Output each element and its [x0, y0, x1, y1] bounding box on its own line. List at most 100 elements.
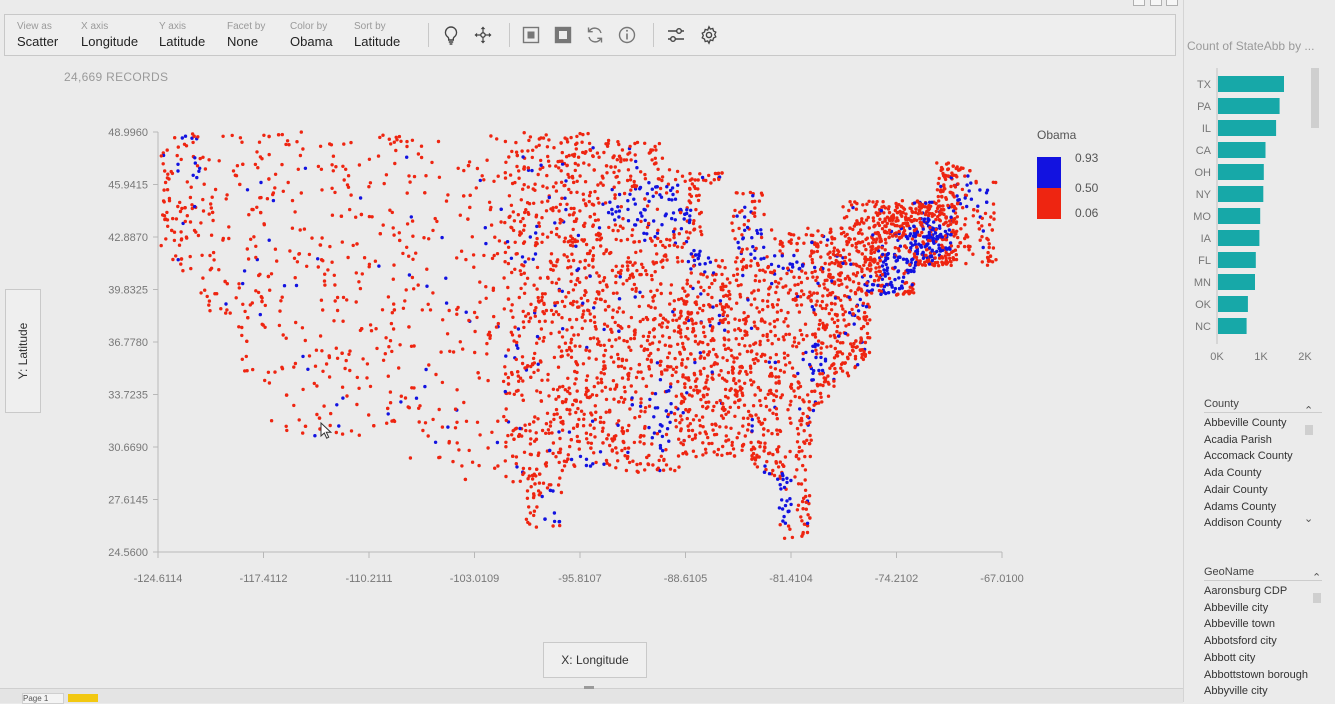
sliders-icon[interactable]	[666, 25, 686, 45]
lightbulb-icon[interactable]	[441, 25, 461, 45]
gear-icon[interactable]	[699, 25, 719, 45]
bar-chart-scrollbar[interactable]	[1311, 68, 1319, 128]
scatter-point	[178, 200, 182, 205]
bar[interactable]	[1218, 318, 1247, 334]
geoname-item[interactable]: Abbottstown borough	[1204, 668, 1308, 681]
scatter-point	[734, 278, 739, 282]
scatter-point	[522, 131, 526, 135]
select-fill-icon[interactable]	[553, 25, 573, 45]
scatter-point	[382, 181, 386, 186]
bar[interactable]	[1218, 296, 1248, 312]
geoname-item[interactable]: Aaronsburg CDP	[1204, 585, 1288, 597]
scatter-point	[885, 268, 889, 273]
scatter-point	[253, 162, 258, 167]
scatter-point	[899, 204, 904, 209]
window-control-icon[interactable]	[1150, 0, 1162, 6]
county-item[interactable]: Adair County	[1204, 483, 1268, 496]
info-icon[interactable]	[617, 25, 637, 45]
chevron-down-icon[interactable]: ⌄	[1304, 513, 1314, 525]
bar[interactable]	[1218, 142, 1266, 158]
resize-handle[interactable]	[584, 686, 594, 689]
county-item[interactable]: Abbeville County	[1204, 417, 1287, 429]
sort-by-field[interactable]: Sort by Latitude	[354, 21, 400, 51]
scatter-point	[760, 421, 765, 425]
x-axis-field[interactable]: X axis Longitude	[81, 21, 138, 51]
scatter-point	[579, 409, 584, 413]
view-as-field[interactable]: View as Scatter	[17, 21, 58, 51]
geoname-item[interactable]: Abbeville city	[1204, 601, 1269, 614]
scatter-point	[685, 278, 689, 282]
scatter-point	[797, 236, 801, 240]
scatter-point	[872, 279, 877, 283]
scatter-point	[860, 217, 864, 221]
bar[interactable]	[1218, 186, 1264, 202]
scatter-point	[954, 257, 959, 262]
scatter-point	[330, 260, 334, 264]
scatter-point	[775, 447, 779, 452]
window-control-icon[interactable]	[1133, 0, 1145, 6]
y-axis-field[interactable]: Y axis Latitude	[159, 21, 205, 51]
scatter-point	[541, 481, 546, 485]
scatter-point	[200, 253, 204, 257]
scatter-point	[860, 267, 864, 271]
bar[interactable]	[1218, 274, 1255, 290]
scatter-point	[723, 337, 727, 342]
x-axis-button[interactable]: X: Longitude	[543, 642, 647, 678]
scatter-point	[650, 277, 654, 282]
geoname-item[interactable]: Abbeville town	[1204, 618, 1275, 631]
scatter-point	[595, 376, 599, 380]
scatter-point	[814, 401, 818, 406]
plot-points[interactable]	[159, 130, 998, 540]
scatter-point	[710, 370, 714, 374]
county-item[interactable]: Acadia Parish	[1204, 433, 1272, 446]
county-item[interactable]: Accomack County	[1204, 450, 1293, 463]
bar[interactable]	[1218, 76, 1284, 92]
move-icon[interactable]	[473, 25, 493, 45]
bar[interactable]	[1218, 230, 1260, 246]
bar[interactable]	[1218, 208, 1261, 224]
window-control-icon[interactable]	[1166, 0, 1178, 6]
scatter-point	[987, 223, 992, 227]
scatter-point	[195, 164, 200, 168]
select-rect-icon[interactable]	[521, 25, 541, 45]
y-axis-button[interactable]: Y: Latitude	[5, 289, 41, 413]
scatter-point	[554, 205, 558, 209]
chevron-up-icon[interactable]: ⌃	[1312, 572, 1322, 584]
scatter-point	[502, 276, 506, 280]
scatter-point	[721, 444, 725, 449]
county-item[interactable]: Adams County	[1204, 500, 1277, 513]
scatter-point	[680, 418, 684, 422]
geoname-item[interactable]: Abbott city	[1204, 651, 1256, 664]
geoname-item[interactable]: Abbyville city	[1204, 685, 1268, 698]
bar[interactable]	[1218, 164, 1264, 180]
bar[interactable]	[1218, 252, 1256, 268]
scatter-point	[293, 361, 298, 366]
scatter-point	[807, 400, 811, 404]
bar[interactable]	[1218, 120, 1277, 136]
add-page-tab[interactable]	[68, 694, 98, 702]
scatter-point	[349, 193, 353, 197]
scatter-point	[205, 294, 209, 299]
county-item[interactable]: Ada County	[1204, 467, 1262, 480]
scatter-point	[494, 325, 499, 329]
color-by-field[interactable]: Color by Obama	[290, 21, 333, 51]
county-item[interactable]: Addison County	[1204, 517, 1282, 530]
geoname-scrollbar[interactable]	[1313, 593, 1321, 603]
page-tab[interactable]: Page 1	[22, 693, 64, 704]
scatter-point	[687, 408, 692, 412]
scatter-point	[699, 285, 703, 289]
scatter-point	[902, 207, 907, 211]
geoname-item[interactable]: Abbotsford city	[1204, 635, 1277, 648]
scatter-plot[interactable]: 48.996045.941542.887039.832536.778033.72…	[0, 0, 1180, 690]
county-scrollbar[interactable]	[1305, 425, 1313, 435]
scatter-point	[679, 335, 683, 339]
scatter-point	[756, 416, 760, 420]
refresh-icon[interactable]	[585, 25, 605, 45]
scatter-point	[865, 202, 869, 206]
scatter-point	[677, 232, 681, 236]
scatter-point	[839, 298, 843, 302]
bar[interactable]	[1218, 98, 1280, 114]
chevron-up-icon[interactable]: ⌃	[1304, 405, 1314, 417]
facet-by-field[interactable]: Facet by None	[227, 21, 265, 51]
